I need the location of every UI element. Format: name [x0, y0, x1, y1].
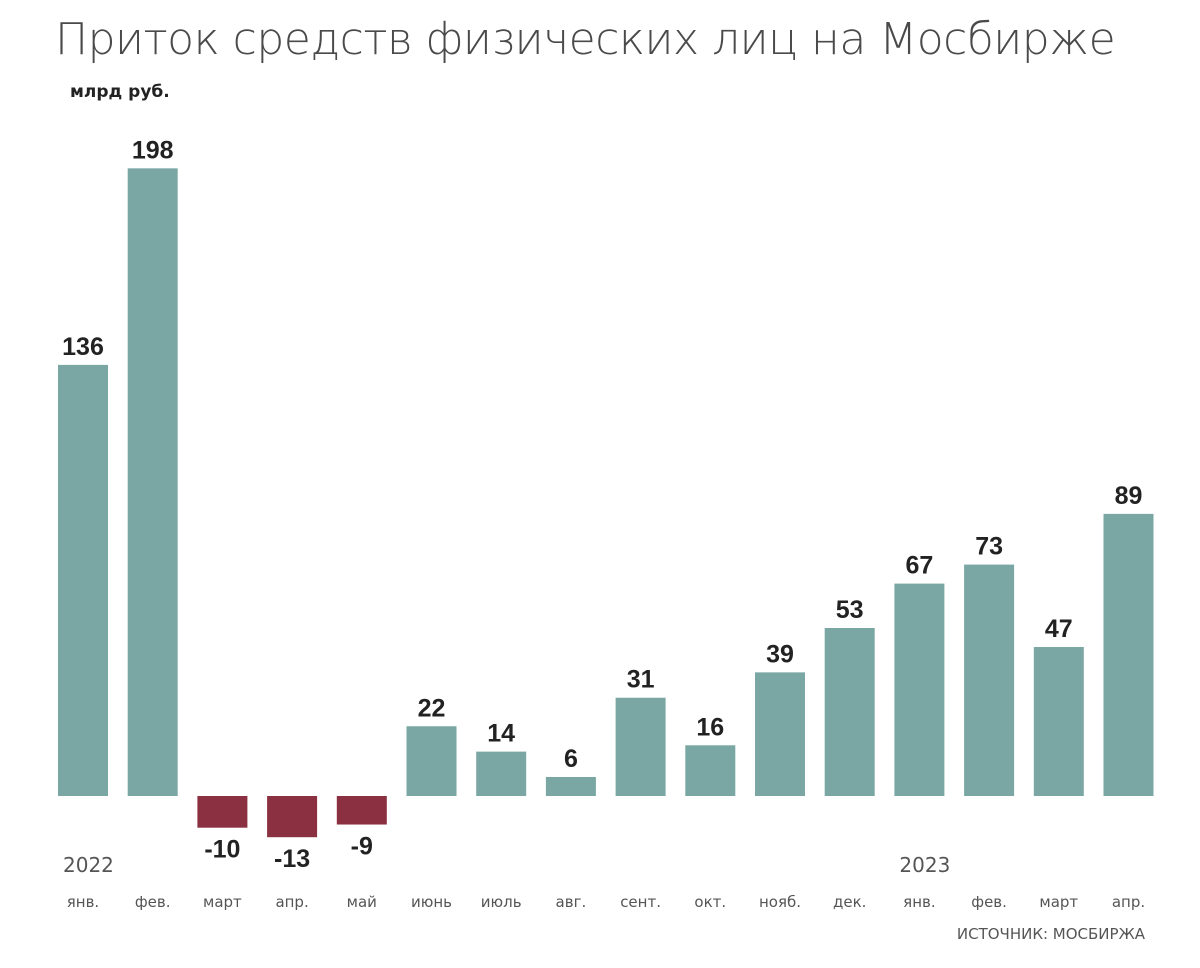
category-label: нояб.	[759, 893, 801, 911]
data-label: 53	[836, 596, 864, 624]
bar	[1103, 513, 1154, 796]
category-label: март	[203, 893, 242, 911]
bar	[58, 364, 108, 796]
data-label: -13	[274, 845, 310, 873]
category-label: сент.	[620, 893, 661, 911]
data-label: 6	[564, 745, 578, 773]
category-label: апр.	[275, 893, 308, 911]
bar	[197, 796, 248, 828]
data-label: -10	[204, 836, 240, 864]
bar	[267, 796, 318, 838]
bar	[894, 583, 945, 796]
data-label: 89	[1115, 482, 1143, 510]
bar	[406, 726, 457, 796]
chart-title: Приток средств физических лиц на Мосбирж…	[55, 14, 1116, 65]
data-label: 198	[132, 136, 174, 164]
bar	[476, 751, 527, 796]
bar	[1033, 647, 1084, 796]
category-label: янв.	[67, 893, 99, 911]
data-label: 39	[766, 640, 794, 668]
category-label: окт.	[694, 893, 726, 911]
data-label: 73	[975, 533, 1003, 561]
data-label: 14	[487, 720, 515, 748]
category-label: фев.	[135, 893, 171, 911]
year-label: 2023	[899, 853, 950, 877]
category-label: июнь	[411, 893, 452, 911]
chart-subtitle: млрд руб.	[70, 82, 170, 102]
bar	[336, 796, 387, 825]
category-label: фев.	[971, 893, 1007, 911]
data-label: 136	[62, 333, 104, 361]
data-label: 47	[1045, 615, 1073, 643]
category-label: янв.	[903, 893, 935, 911]
category-label: дек.	[833, 893, 866, 911]
data-label: 16	[696, 713, 724, 741]
bar	[755, 672, 805, 796]
bar	[685, 745, 736, 796]
data-label: 31	[627, 666, 655, 694]
data-label: -9	[351, 833, 373, 861]
category-label: авг.	[556, 893, 587, 911]
bar	[964, 564, 1015, 796]
bar	[824, 627, 875, 796]
data-label: 67	[905, 552, 933, 580]
bar	[545, 776, 596, 796]
source-note: ИСТОЧНИК: МОСБИРЖА	[956, 925, 1145, 943]
year-label: 2022	[63, 853, 114, 877]
category-label: июль	[481, 893, 522, 911]
bar	[127, 168, 178, 797]
category-label: апр.	[1112, 893, 1145, 911]
bar	[615, 697, 666, 796]
category-label: май	[347, 893, 377, 911]
data-label: 22	[418, 694, 446, 722]
category-label: март	[1039, 893, 1078, 911]
